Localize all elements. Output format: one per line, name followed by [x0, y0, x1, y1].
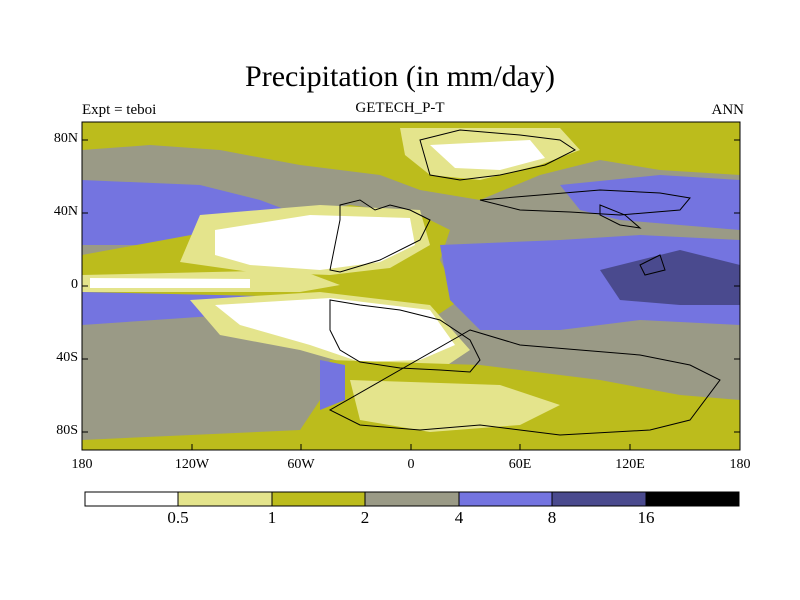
coastline-america	[329, 199, 431, 273]
field-north-verydry	[430, 140, 545, 170]
lat-label-80n: 80N	[53, 131, 78, 146]
coastline-asia	[479, 189, 691, 216]
coastlines	[328, 129, 721, 436]
season-label: ANN	[711, 102, 745, 118]
coastline-north	[419, 129, 576, 181]
colorbar-bin-2	[177, 491, 273, 507]
field-tethys-verywet	[600, 250, 740, 305]
field-asia-wet	[560, 175, 740, 230]
colorbar-level-4: 4	[454, 508, 464, 527]
field-south-dry	[350, 380, 560, 432]
field-north-desert	[215, 215, 415, 270]
colorbar-level-16: 16	[637, 508, 655, 527]
field-south-desert	[215, 298, 455, 362]
lon-label-60e: 60E	[508, 457, 532, 472]
dataset-label: GETECH_P-T	[355, 100, 445, 116]
field-south-medium	[560, 350, 740, 395]
experiment-label: Expt = teboi	[82, 102, 157, 118]
colorbar-level-2: 2	[360, 508, 370, 527]
precipitation-field	[82, 122, 740, 450]
colorbar-bin-7	[645, 491, 740, 507]
lon-label-180e: 180	[729, 457, 751, 472]
plot-title: Precipitation (in mm/day)	[245, 60, 555, 93]
lat-label-40n: 40N	[53, 204, 78, 219]
colorbar-bin-4	[364, 491, 460, 507]
colorbar-level-8: 8	[547, 508, 557, 527]
lon-label-60w: 60W	[287, 457, 315, 472]
lon-label-120e: 120E	[615, 457, 645, 472]
coastline-south-america	[329, 299, 481, 373]
latitude-ticks	[82, 139, 740, 433]
field-equator-verydry	[90, 278, 250, 288]
colorbar-level-0_5: 0.5	[167, 508, 189, 527]
lat-label-0: 0	[71, 277, 78, 292]
lon-label-180w: 180	[71, 457, 93, 472]
colorbar-bin-5	[458, 491, 553, 507]
field-north-moderate	[82, 122, 740, 200]
field-south-wet	[320, 360, 345, 410]
coastline-south-pangaea	[328, 329, 721, 436]
colorbar-level-1: 1	[267, 508, 277, 527]
lon-label-0: 0	[407, 457, 415, 472]
coastline-island-1	[599, 204, 642, 229]
lon-label-120w: 120W	[174, 457, 210, 472]
lat-label-40s: 40S	[56, 350, 78, 365]
lat-label-80s: 80S	[56, 423, 78, 438]
coastline-island-2	[639, 254, 666, 276]
colorbar-bin-1	[84, 491, 179, 507]
colorbar-bin-3	[271, 491, 366, 507]
colorbar-bin-6	[551, 491, 647, 507]
longitude-ticks	[81, 444, 741, 450]
colorbar	[84, 491, 740, 507]
